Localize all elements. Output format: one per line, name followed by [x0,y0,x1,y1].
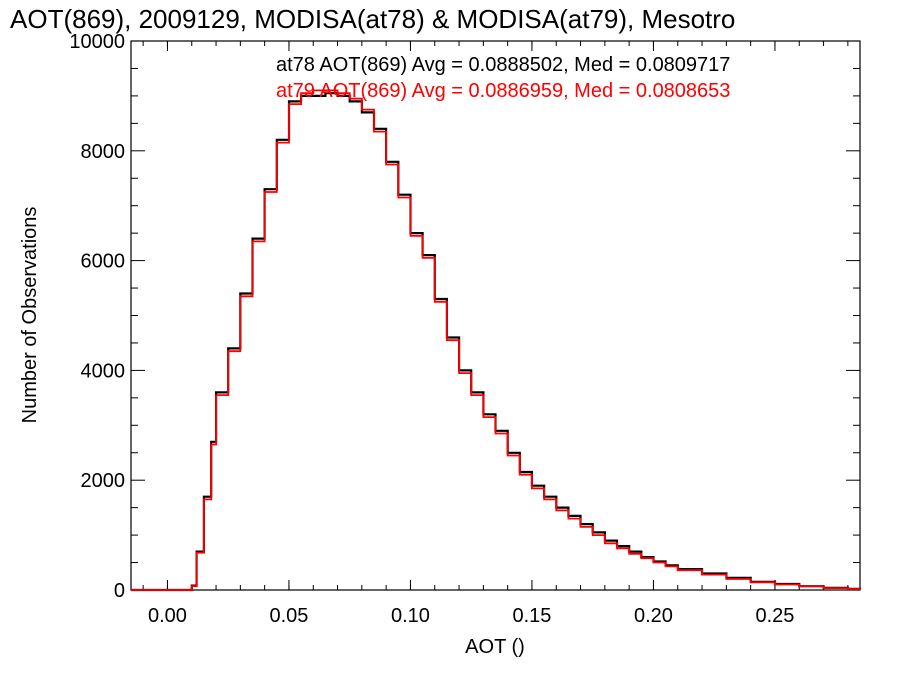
x-tick-label: 0.25 [755,605,794,627]
y-tick-label: 0 [114,580,125,602]
axis-ticks: 0.00 0.05 0.10 0.15 0.20 0.25 0 2000 4000 6000 800… [69,31,860,627]
y-tick-label: 10000 [69,31,125,53]
annotation-at78: at78 AOT(869) Avg = 0.0888502, Med = 0.0… [276,54,730,76]
x-axis-label: AOT () [465,636,525,658]
y-tick-label: 4000 [81,360,126,382]
x-tick-label: 0.05 [269,605,308,627]
series-line-at79 [131,89,861,591]
y-tick-label: 2000 [81,470,126,492]
series-lines [131,89,862,592]
y-tick-label: 6000 [81,251,126,273]
x-tick-label: 0.20 [634,605,673,627]
y-axis-label: Number of Observations [19,207,41,424]
annotation-at79: at79 AOT(869) Avg = 0.0886959, Med = 0.0… [276,80,730,102]
y-tick-label: 8000 [81,141,126,163]
x-tick-label: 0.15 [512,605,551,627]
chart-title: AOT(869), 2009129, MODISA(at78) & MODISA… [10,4,735,34]
x-tick-label: 0.10 [391,605,430,627]
x-tick-label: 0.00 [148,605,187,627]
